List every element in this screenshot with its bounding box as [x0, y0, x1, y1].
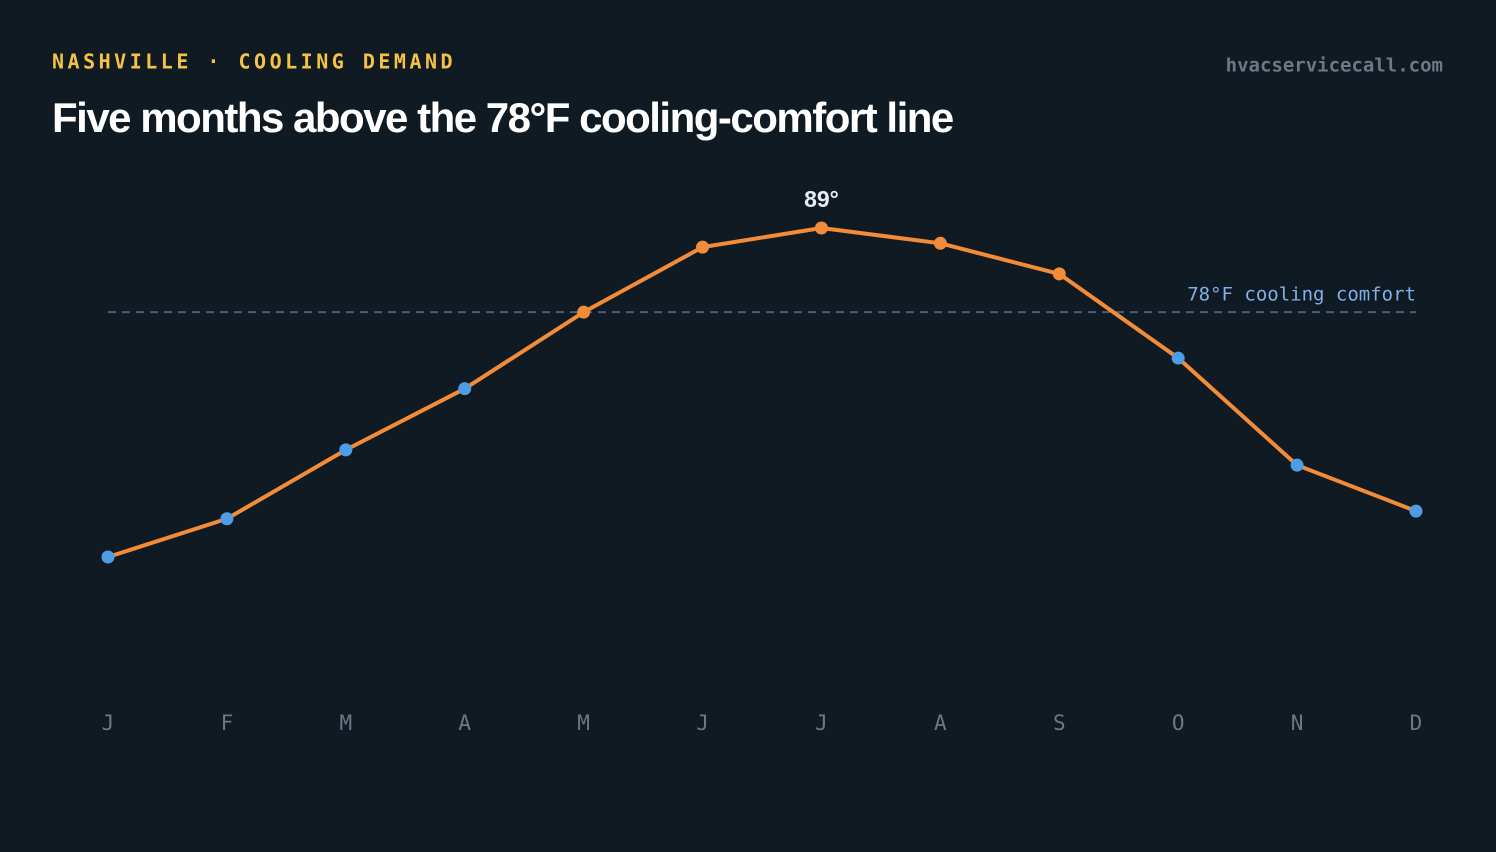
x-tick-label: A	[934, 711, 947, 735]
x-tick-label: J	[102, 711, 115, 735]
point	[577, 305, 591, 319]
point	[1171, 351, 1185, 365]
x-tick-label: M	[339, 711, 352, 735]
reference-label: 78°F cooling comfort	[1187, 284, 1416, 306]
point	[814, 221, 828, 235]
eyebrow: NASHVILLE · COOLING DEMAND	[52, 50, 456, 74]
point	[1052, 267, 1066, 281]
data-label: 89°	[804, 186, 839, 212]
point	[458, 382, 472, 396]
x-tick-label: N	[1291, 711, 1304, 735]
x-tick-label: A	[458, 711, 471, 735]
point	[696, 240, 710, 254]
point	[220, 512, 234, 526]
x-tick-label: J	[696, 711, 709, 735]
point	[101, 550, 115, 564]
line	[107, 226, 1417, 559]
x-tick-label: D	[1410, 711, 1423, 735]
x-tick-label: M	[577, 711, 590, 735]
chart-title: Five months above the 78°F cooling-comfo…	[52, 94, 953, 141]
x-tick-label: J	[815, 711, 828, 735]
x-tick-label: S	[1053, 711, 1066, 735]
x-tick-label: O	[1172, 711, 1185, 735]
point	[933, 236, 947, 250]
point	[1409, 504, 1423, 518]
point	[1290, 458, 1304, 472]
x-tick-label: F	[221, 711, 234, 735]
source: hvacservicecall.com	[1226, 55, 1443, 77]
point	[339, 443, 353, 457]
